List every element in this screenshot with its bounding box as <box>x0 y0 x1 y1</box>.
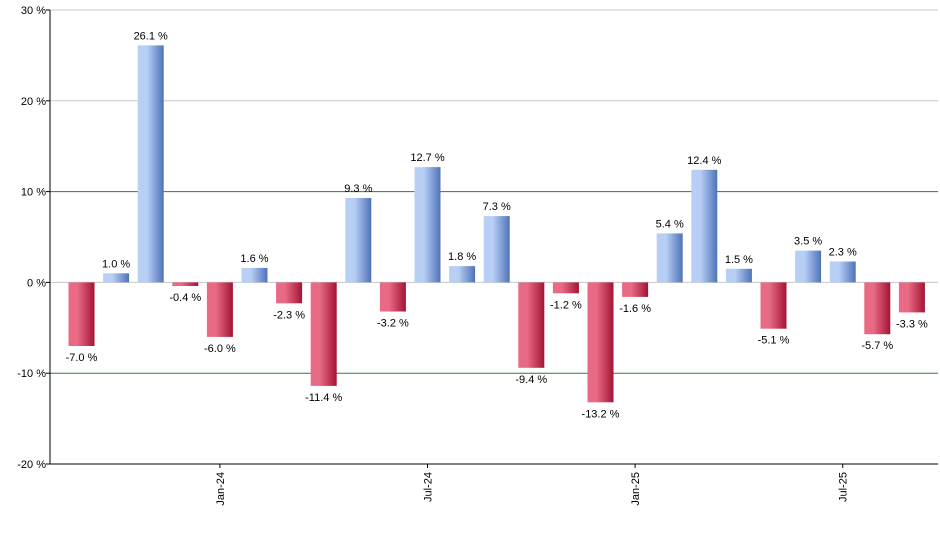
bar <box>795 250 822 283</box>
data-label: -7.0 % <box>66 352 98 364</box>
y-tick-label: 20 % <box>21 96 46 108</box>
data-label: -6.0 % <box>204 343 236 355</box>
y-tick-label: 30 % <box>21 5 46 17</box>
data-label: -3.3 % <box>896 318 928 330</box>
data-label: -13.2 % <box>582 408 620 420</box>
reference-lines <box>50 191 938 374</box>
data-label: -5.1 % <box>758 335 790 347</box>
data-label: -5.7 % <box>861 340 893 352</box>
data-label: -1.2 % <box>550 299 582 311</box>
x-tick-label: Jan-24 <box>215 472 227 506</box>
bar <box>68 282 95 346</box>
x-tick-label: Jul-25 <box>838 472 850 502</box>
data-label: 1.8 % <box>448 251 476 263</box>
data-labels: -7.0 % 1.0 % 26.1 % -0.4 % -6.0 % 1.6 % -2.3 %… <box>66 30 928 420</box>
data-label: 1.5 % <box>725 254 753 266</box>
data-label: 1.6 % <box>240 253 268 265</box>
bar <box>241 267 268 283</box>
bar <box>829 261 856 283</box>
bar <box>483 216 510 283</box>
data-label: 3.5 % <box>794 236 822 248</box>
data-label: -1.6 % <box>619 303 651 315</box>
y-tick-label: 10 % <box>21 187 46 199</box>
bar <box>552 282 579 294</box>
data-label: -2.3 % <box>273 309 305 321</box>
bar <box>414 167 441 283</box>
x-tick-label: Jan-25 <box>630 472 642 506</box>
data-label: 9.3 % <box>344 183 372 195</box>
bar <box>587 282 614 403</box>
bar <box>864 282 891 335</box>
bar <box>206 282 233 337</box>
data-label: 2.3 % <box>829 247 857 259</box>
bar <box>172 282 199 286</box>
bar <box>725 268 752 283</box>
bar <box>898 282 925 313</box>
bar <box>103 273 130 283</box>
bar <box>760 282 787 329</box>
axes: 30 % 20 % 10 % 0 % -10 % -20 % Jan-24 Jul-24 Jan… <box>17 5 938 506</box>
data-label: -0.4 % <box>169 292 201 304</box>
bar <box>449 266 476 283</box>
bar <box>137 45 164 283</box>
data-label: -11.4 % <box>305 392 342 404</box>
data-label: 7.3 % <box>483 201 511 213</box>
data-label: 1.0 % <box>102 258 130 270</box>
data-label: -3.2 % <box>377 318 409 330</box>
data-label: 5.4 % <box>656 218 684 230</box>
bar <box>691 169 718 283</box>
bar <box>310 282 337 386</box>
x-tick-label: Jul-24 <box>423 472 435 502</box>
bar <box>379 282 406 312</box>
data-label: -9.4 % <box>515 374 547 386</box>
bar <box>276 282 303 304</box>
data-label: 12.4 % <box>687 155 721 167</box>
y-tick-label: -20 % <box>17 459 46 471</box>
data-label: 26.1 % <box>134 30 168 42</box>
bar <box>345 198 372 283</box>
bar <box>518 282 545 368</box>
bar <box>656 233 683 283</box>
data-label: 12.7 % <box>410 152 444 164</box>
y-tick-label: 0 % <box>27 277 46 289</box>
bars <box>68 45 925 403</box>
y-tick-label: -10 % <box>17 368 46 380</box>
bar <box>622 282 649 297</box>
